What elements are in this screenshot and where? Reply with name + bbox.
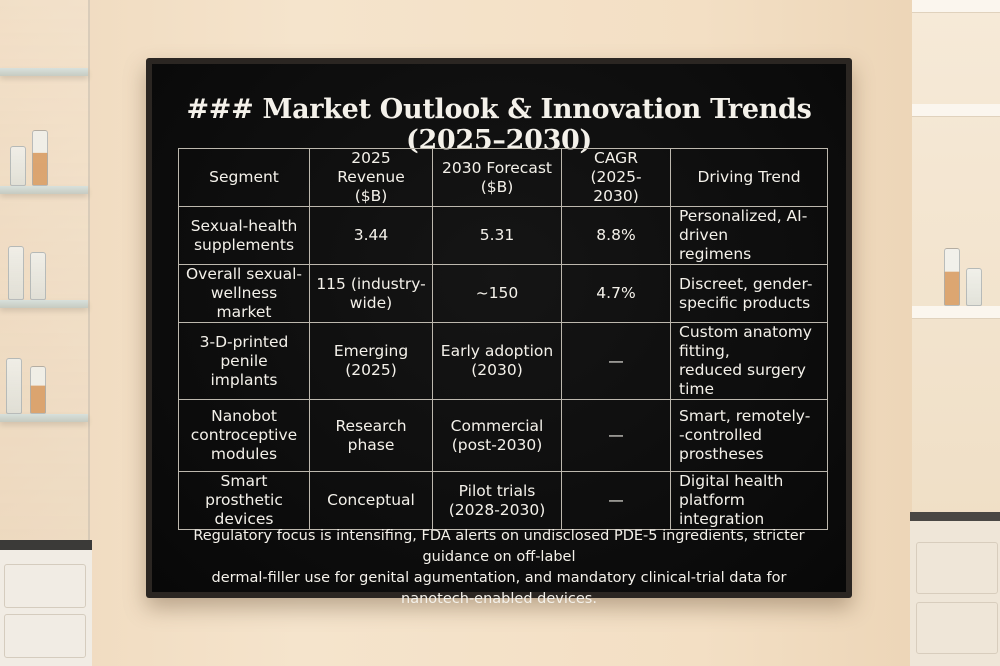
cell-driving-trend: Discreet, gender- specific products [670, 264, 828, 323]
cell-cagr: — [561, 399, 671, 472]
table-header-row: Segment 2025 Revenue ($B) 2030 Forecast … [178, 148, 828, 207]
cell-cagr: — [561, 471, 671, 530]
cell-2030-forecast: Commercial (post-2030) [432, 399, 562, 472]
header-driving-trend: Driving Trend [670, 148, 828, 207]
cell-segment: Smart prosthetic devices [178, 471, 310, 530]
glass-jar [6, 358, 22, 414]
header-2025-revenue: 2025 Revenue ($B) [309, 148, 433, 207]
cell-2030-forecast: Pilot trials (2028-2030) [432, 471, 562, 530]
blind-slat [912, 0, 1000, 13]
market-table: Segment 2025 Revenue ($B) 2030 Forecast … [178, 148, 828, 530]
glass-shelf [0, 414, 88, 422]
glass-jar [30, 366, 46, 414]
cell-segment: 3-D-printed penile implants [178, 322, 310, 400]
glass-jar [30, 252, 46, 300]
cell-driving-trend: Custom anatomy fitting, reduced surgery … [670, 322, 828, 400]
glass-jar [8, 246, 24, 300]
regulatory-footnote: Regulatory focus is intensifing, FDA ale… [193, 528, 805, 607]
drawer [916, 602, 998, 654]
chalkboard-surface: ### Market Outlook & Innovation Trends (… [152, 64, 846, 607]
cell-cagr: — [561, 322, 671, 400]
right-counter [910, 512, 1000, 666]
header-cagr: CAGR (2025-2030) [561, 148, 671, 207]
cell-driving-trend: Digital health platform integration [670, 471, 828, 530]
cell-2025-revenue: 3.44 [309, 206, 433, 265]
cell-segment: Sexual-health supplements [178, 206, 310, 265]
header-segment: Segment [178, 148, 310, 207]
table-row: Sexual-health supplements 3.44 5.31 8.8%… [178, 206, 828, 265]
glass-jar [10, 146, 26, 186]
cell-driving-trend: Smart, remotely- -controlled prostheses [670, 399, 828, 472]
header-2030-forecast: 2030 Forecast ($B) [432, 148, 562, 207]
cell-segment: Overall sexual- wellness market [178, 264, 310, 323]
cell-2025-revenue: Emerging (2025) [309, 322, 433, 400]
table-row: 3-D-printed penile implants Emerging (20… [178, 322, 828, 400]
table-row: Overall sexual- wellness market 115 (ind… [178, 264, 828, 323]
blind-slat [912, 306, 1000, 319]
chalkboard-frame: ### Market Outlook & Innovation Trends (… [146, 58, 852, 607]
drawer [916, 542, 998, 594]
cell-2025-revenue: Research phase [309, 399, 433, 472]
drawer [4, 564, 86, 608]
cell-2030-forecast: 5.31 [432, 206, 562, 265]
glass-shelf [0, 300, 88, 308]
glass-jar [944, 248, 960, 306]
cell-2030-forecast: Early adoption (2030) [432, 322, 562, 400]
blind-slat [912, 104, 1000, 117]
glass-jar [966, 268, 982, 306]
glass-shelf [0, 68, 88, 76]
board-title: ### Market Outlook & Innovation Trends (… [186, 94, 812, 156]
cell-driving-trend: Personalized, AI-driven regimens [670, 206, 828, 265]
drawer [4, 614, 86, 658]
glass-shelf [0, 186, 88, 194]
cell-cagr: 8.8% [561, 206, 671, 265]
glass-jar [32, 130, 48, 186]
table-row: Smart prosthetic devices Conceptual Pilo… [178, 471, 828, 530]
table-row: Nanobot controceptive modules Research p… [178, 399, 828, 472]
cell-cagr: 4.7% [561, 264, 671, 323]
cell-2025-revenue: Conceptual [309, 471, 433, 530]
left-counter [0, 540, 92, 666]
cell-2025-revenue: 115 (industry- wide) [309, 264, 433, 323]
cell-2030-forecast: ~150 [432, 264, 562, 323]
cell-segment: Nanobot controceptive modules [178, 399, 310, 472]
